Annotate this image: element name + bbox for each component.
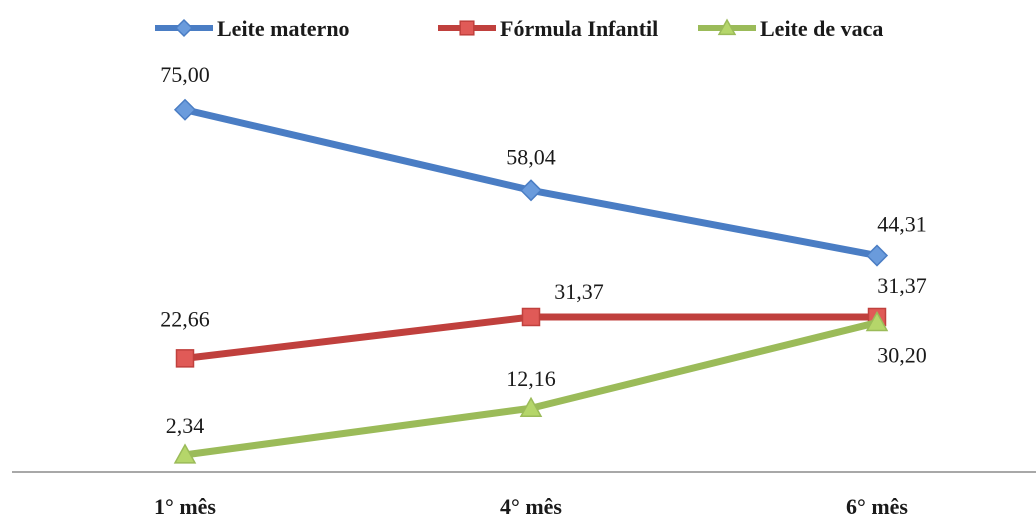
series-0 — [173, 98, 889, 267]
data-point — [521, 307, 541, 327]
legend-label: Fórmula Infantil — [500, 16, 658, 41]
data-label: 30,20 — [877, 343, 927, 368]
data-point — [519, 396, 543, 417]
legend-marker-diamond-icon — [174, 18, 194, 38]
legend-item: Leite materno — [155, 16, 350, 41]
legend-item: Fórmula Infantil — [438, 16, 658, 41]
data-label: 31,37 — [877, 273, 927, 298]
data-label: 75,00 — [160, 62, 210, 87]
x-tick-label: 4° mês — [500, 494, 562, 519]
data-label: 31,37 — [554, 279, 604, 304]
legend-marker-triangle-icon — [717, 18, 737, 36]
legend-marker-square-icon — [459, 20, 475, 36]
data-point — [865, 244, 889, 267]
data-point — [519, 179, 543, 202]
data-label: 58,04 — [506, 144, 556, 169]
data-label: 12,16 — [506, 366, 556, 391]
legend: Leite materno Fórmula Infantil Leite de va… — [155, 16, 883, 41]
x-tick-labels: 1° mês 4° mês 6° mês — [154, 494, 908, 519]
x-tick-label: 6° mês — [846, 494, 908, 519]
data-label: 22,66 — [160, 306, 210, 331]
x-tick-label: 1° mês — [154, 494, 216, 519]
data-point — [173, 98, 197, 121]
data-point — [173, 443, 197, 464]
data-point — [865, 311, 889, 332]
legend-label: Leite materno — [217, 16, 350, 41]
data-point — [175, 349, 195, 368]
data-label: 44,31 — [877, 212, 927, 237]
series-1 — [175, 307, 887, 368]
series-2 — [173, 311, 889, 464]
legend-label: Leite de vaca — [760, 16, 883, 41]
legend-item: Leite de vaca — [698, 16, 883, 41]
series-layer — [173, 98, 889, 464]
data-label: 2,34 — [166, 413, 205, 438]
data-labels: 75,00 58,04 44,31 22,66 31,37 31,37 2,34 12,16 3… — [160, 62, 927, 438]
